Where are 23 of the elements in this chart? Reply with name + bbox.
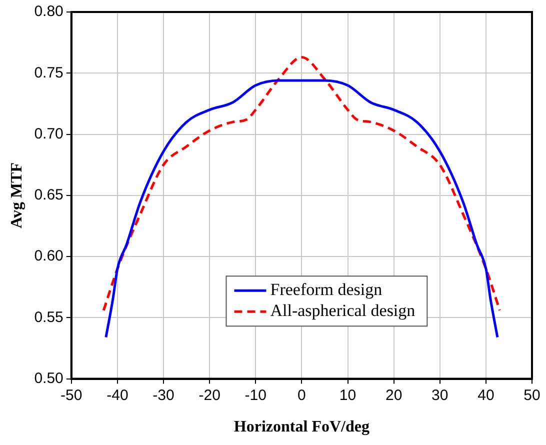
x-tick-label: 10	[339, 386, 356, 404]
x-tick-label: 40	[478, 386, 494, 404]
y-axis-title: Avg MTF	[8, 162, 26, 228]
legend-label: All-aspherical design	[270, 301, 416, 320]
x-tick-label: -20	[198, 386, 220, 404]
x-tick-label: -10	[244, 386, 266, 404]
y-tick-label: 0.75	[34, 64, 64, 82]
x-tick-label: 30	[432, 386, 448, 404]
x-tick-label: -50	[60, 386, 82, 404]
x-tick-label: 0	[298, 386, 306, 404]
legend-label: Freeform design	[270, 280, 383, 300]
y-tick-label: 0.65	[34, 186, 64, 204]
x-tick-label: -40	[106, 386, 128, 404]
y-tick-label: 0.50	[34, 370, 64, 387]
x-tick-label: 50	[524, 386, 540, 404]
x-axis-title: Horizontal FoV/deg	[234, 418, 370, 436]
x-tick-label: -30	[152, 386, 174, 404]
x-tick-label: 20	[385, 386, 402, 404]
y-tick-label: 0.60	[34, 248, 64, 265]
line-series	[104, 79, 499, 338]
y-tick-label: 0.55	[34, 308, 64, 326]
y-tick-label: 0.80	[34, 3, 64, 20]
y-tick-label: 0.70	[34, 125, 64, 142]
